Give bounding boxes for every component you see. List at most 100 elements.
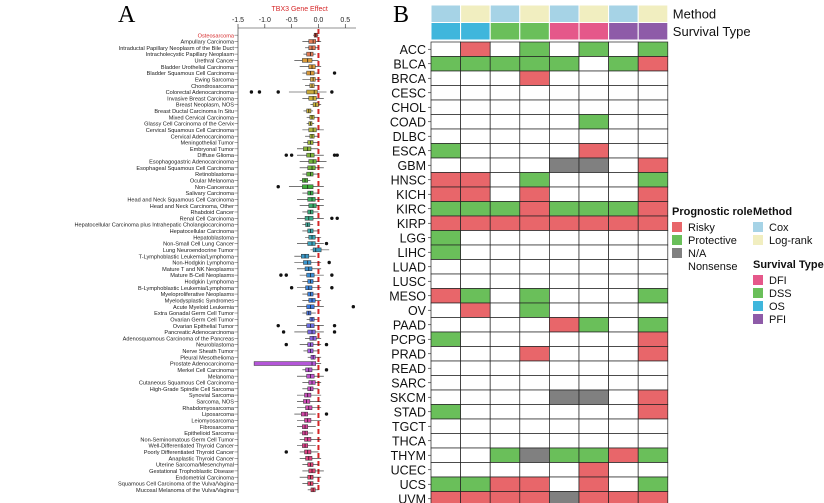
heatmap-cell [578,433,609,449]
box [307,329,316,335]
heatmap-cell [489,389,521,405]
cancer-label: UVM [398,492,426,503]
x-tick-label: 0.5 [340,17,350,24]
heatmap-cell [430,56,461,72]
heatmap-cell [549,41,580,57]
heatmap-cell [489,244,521,260]
heatmap-cell [460,331,491,347]
category-label: Sarcoma, NOS [196,400,234,406]
heatmap-cell [430,491,461,503]
heatmap-cell [608,462,639,478]
heatmap-cell [578,201,609,217]
category-label: Rhabdomyosarcoma [182,406,235,412]
heatmap-cell [549,288,580,304]
legend-swatch [672,222,682,232]
survival-cell [489,22,521,41]
category-label: Invasive Breast Carcinoma [167,96,235,102]
heatmap-cell [637,172,669,188]
heatmap-cell [549,230,580,246]
heatmap-cell [637,244,669,260]
category-label: Cervical Squamous Cell Carcinoma [146,128,235,134]
heatmap-cell [637,259,669,275]
heatmap-cell [460,186,491,202]
heatmap-cell [637,143,669,159]
box [307,241,316,246]
heatmap-cell [430,288,461,304]
outlier-point [332,323,337,328]
heatmap-cell [489,186,521,202]
cancer-label: HNSC [391,173,426,187]
heatmap-cell [549,172,580,188]
heatmap-cell [489,462,521,478]
heatmap-cell [608,230,639,246]
heatmap-cell [430,230,461,246]
heatmap-cell [608,288,639,304]
heatmap-cell [608,186,639,202]
heatmap-cell [637,404,669,420]
cancer-label: KIRP [397,217,426,231]
category-label: Non-Seminomatous Germ Cell Tumor [140,437,234,443]
heatmap-cell [430,433,461,449]
box [253,361,317,366]
heatmap-cell [637,302,669,318]
heatmap-cell [578,404,609,420]
heatmap-cell [489,215,521,231]
heatmap-cell [430,186,461,202]
category-label: Extra Gonadal Germ Cell Tumor [154,311,234,317]
heatmap-cell [549,375,580,391]
outlier-point [330,216,334,220]
cancer-label: GBM [398,159,426,173]
heatmap-cell [578,114,609,130]
heatmap-cell [608,143,639,159]
heatmap-cell [489,85,521,101]
outlier-point [335,216,339,220]
heatmap-cell [489,172,521,188]
heatmap-cell [460,491,491,503]
legend-prognostic-title: Prognostic role [672,206,753,218]
category-label: Hepatocellular Carcinoma plus Intrahepat… [74,223,234,229]
heatmap-cell [430,201,461,217]
category-label: Pleural Mesothelioma [180,355,235,361]
heatmap-cell [460,99,491,115]
heatmap-cell [519,491,550,503]
heatmap-cell [430,114,461,130]
heatmap-cell [608,215,639,231]
category-label: B-Lymphoblastic Leukemia/Lymphoma [138,286,235,292]
heatmap-cell [549,157,580,173]
category-label: Fibrosarcoma [200,425,235,431]
heatmap-cell [578,128,609,144]
x-tick-label: 0.0 [314,17,324,24]
category-label: Non-Cancerous [195,185,234,191]
heatmap-cell [519,186,550,202]
method-cell [489,4,521,23]
heatmap-cell [430,172,461,188]
heatmap-cell [519,259,550,275]
outlier-point [289,286,294,290]
category-label: Osteosarcoma [198,33,235,39]
heatmap-cell [578,143,609,159]
heatmap-cell [637,418,669,434]
heatmap-cell [489,491,521,503]
heatmap-cell [519,128,550,144]
cancer-label: PCPG [391,333,426,347]
heatmap-cell [578,360,609,376]
outlier-point [332,330,337,334]
heatmap-cell [519,70,550,86]
heatmap-cell [489,230,521,246]
heatmap-cell [637,215,669,231]
heatmap-cell [460,215,491,231]
heatmap-cell [519,215,550,231]
heatmap-cell [519,404,550,420]
heatmap-cell [489,302,521,318]
heatmap-cell [637,375,669,391]
category-label: High-Grade Spindle Cell Sarcoma [150,387,235,393]
chart-title: TBX3 Gene Effect [272,6,328,13]
heatmap-cell [549,360,580,376]
cancer-label: CHOL [391,101,426,115]
cancer-label: STAD [394,405,426,419]
outlier-point [327,260,331,265]
heatmap-cell [608,476,639,492]
category-label: Renal Cell Carcinoma [180,216,235,222]
category-label: Prostate Adenocarcinoma [170,362,235,368]
heatmap-cell [430,360,461,376]
